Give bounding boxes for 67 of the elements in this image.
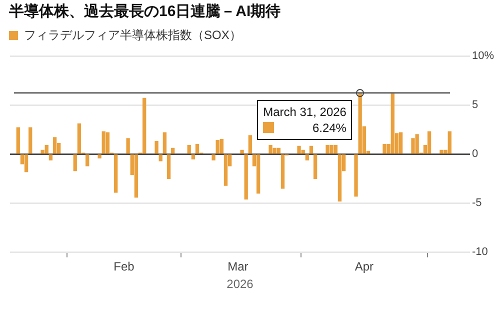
bar [48,154,53,160]
bar [313,154,318,179]
bar [106,132,110,154]
y-tick-label: 10% [472,50,494,62]
bar [382,144,386,154]
bar [276,148,281,154]
bar [297,146,301,154]
y-tick-label: -5 [472,197,482,210]
bar [268,144,272,154]
bar [272,148,276,154]
bar [415,134,419,154]
bar [154,141,158,154]
bar [398,132,403,154]
bar [142,98,146,154]
bar [195,144,200,154]
bar [187,144,191,154]
bar [114,154,118,193]
bar [280,154,285,189]
annotation: 6.24% [312,120,346,136]
bar [248,135,252,154]
bar [244,154,248,200]
bar [28,127,32,154]
bar [212,154,216,160]
x-tick-label: Apr [354,260,374,274]
bar [52,137,57,154]
bar [338,154,342,202]
bar [44,144,48,154]
bar [77,123,82,154]
y-tick-label: -10 [472,246,488,258]
bar [216,140,220,154]
x-tick-label: Feb [114,260,135,274]
bar [427,131,432,154]
bar [24,154,28,172]
bar [98,154,102,158]
bar [102,131,106,154]
x-axis-title: 2026 [226,277,254,292]
bar [411,138,415,154]
bar [191,154,196,160]
bar [326,144,330,154]
bar [220,139,224,154]
bar [330,144,334,154]
bar [16,127,20,154]
bar [166,154,171,179]
bar [256,154,260,194]
bar [440,150,444,154]
annotation: March 31, 2026 [263,104,346,120]
bar [224,154,228,186]
bar [354,154,358,197]
bar [309,146,314,154]
bar [390,92,394,154]
bar [158,154,162,162]
x-tick-label: Mar [228,260,248,274]
bar [240,150,244,154]
bar [134,154,138,198]
y-tick-label: 5 [472,99,478,112]
bar [305,154,309,160]
y-tick-label: 0 [472,148,478,160]
bar [126,138,130,154]
bar [73,154,77,172]
bar [162,132,167,154]
bar [334,144,338,154]
bar [86,154,90,166]
bar [358,92,362,154]
bar [171,148,175,154]
legend-label: フィラデルフィア半導体株指数（SOX） [24,27,242,44]
bar [448,131,452,154]
chart-title: 半導体株、過去最長の16日連騰－AI期待 [9,2,281,21]
